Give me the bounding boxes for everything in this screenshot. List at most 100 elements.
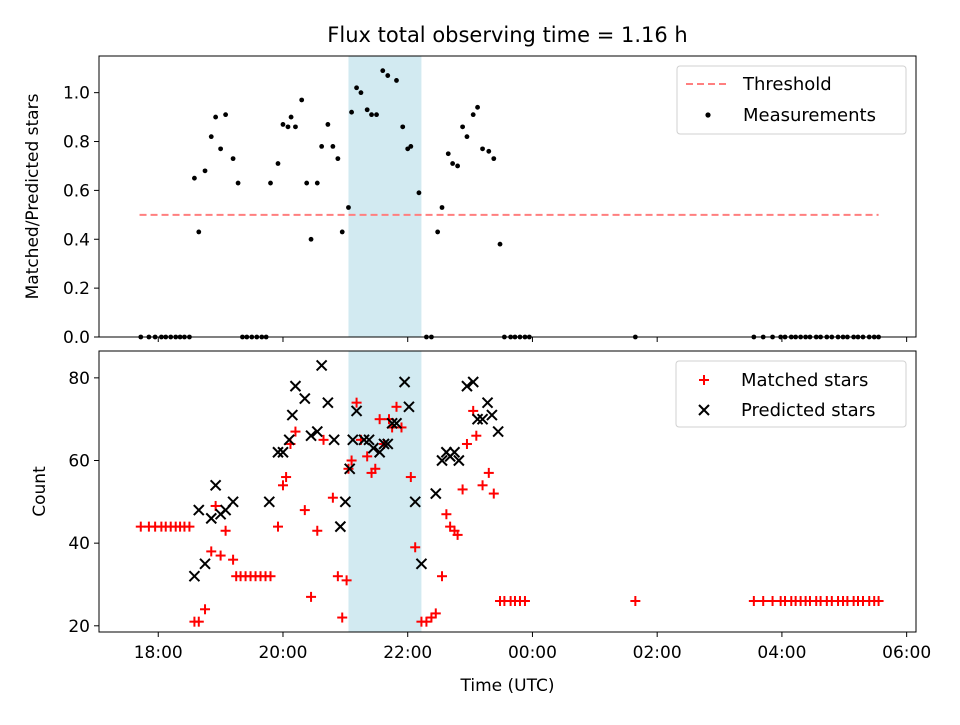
- measurement-point: [208, 134, 214, 140]
- measurement-point: [319, 144, 325, 149]
- measurement-point: [394, 78, 399, 83]
- measurement-point: [354, 85, 359, 91]
- x-marker-b: [350, 405, 363, 417]
- measurement-point: [380, 68, 386, 74]
- measurement-point: [369, 112, 374, 118]
- x-marker-b: [277, 446, 289, 458]
- x-marker-b: [227, 496, 239, 508]
- predicted-star-point: [448, 446, 461, 458]
- matched-star-point: [748, 596, 759, 607]
- x-marker-b: [311, 425, 323, 438]
- x-marker-b: [193, 504, 205, 516]
- matched-star-point: [430, 608, 441, 619]
- matched-star-point: [452, 529, 463, 540]
- predicted-star-point: [334, 520, 347, 533]
- x-tick-label: 18:00: [134, 643, 183, 663]
- predicted-star-point: [283, 434, 295, 446]
- x-marker-b: [453, 454, 465, 467]
- predicted-star-point: [344, 463, 356, 475]
- predicted-star-point: [481, 396, 494, 409]
- measurement-point: [400, 124, 406, 130]
- bottom-y-ticks: 20 40 60 80: [68, 369, 99, 637]
- bottom-axes-frame: [98, 350, 917, 633]
- x-tick-label: 02:00: [633, 643, 682, 663]
- matched-star-point: [277, 480, 288, 491]
- matched-star-point: [441, 509, 452, 520]
- x-marker-b: [386, 417, 398, 430]
- x-marker-b: [286, 409, 299, 421]
- predicted-star-point: [205, 512, 217, 525]
- predicted-star-point: [311, 425, 323, 438]
- predicted-star-point: [453, 454, 465, 467]
- bottom-y-axis-label: Count: [30, 466, 50, 517]
- x-marker-b: [263, 496, 275, 508]
- x-marker-b: [415, 558, 428, 570]
- x-marker-b: [199, 558, 211, 570]
- matched-star-point: [461, 438, 472, 449]
- x-marker-b: [188, 570, 201, 582]
- top-axes-frame: [98, 55, 917, 338]
- matched-star-point: [281, 472, 292, 483]
- predicted-star-point: [398, 376, 411, 388]
- matched-legend-swatch: [699, 375, 709, 385]
- bottom-y-tick-label: 40: [68, 534, 90, 554]
- measurement-point: [364, 107, 370, 113]
- measurement-point: [385, 73, 391, 78]
- predicted-legend-swatch: [698, 404, 710, 416]
- top-y-tick-label: 0.8: [63, 133, 90, 153]
- x-marker-b: [698, 404, 710, 416]
- top-y-tick-label: 0.4: [63, 230, 90, 250]
- measurement-point: [450, 161, 456, 166]
- matched-star-point: [341, 575, 352, 586]
- matched-star-point: [471, 430, 482, 441]
- x-marker-b: [409, 496, 421, 508]
- predicted-star-point: [378, 438, 390, 450]
- measurement-point: [280, 122, 286, 127]
- measurement-point: [299, 97, 305, 103]
- predicted-star-point: [461, 380, 473, 392]
- measurement-point: [268, 180, 273, 186]
- predicted-star-point: [467, 376, 479, 388]
- predicted-star-point: [486, 409, 498, 421]
- x-marker-b: [492, 425, 504, 438]
- predicted-star-point: [367, 442, 380, 454]
- predicted-star-point: [471, 413, 484, 425]
- measurement-point: [335, 156, 341, 162]
- matched-star-point: [457, 484, 468, 495]
- top-y-axis-label: Matched/Predicted stars: [23, 93, 43, 299]
- bottom-y-tick-label: 60: [68, 452, 90, 472]
- measurement-point: [358, 90, 364, 96]
- x-marker-b: [322, 396, 334, 409]
- x-marker-b: [315, 359, 328, 372]
- matched-star-point: [220, 525, 231, 536]
- predicted-star-point: [430, 487, 442, 500]
- measurements-legend-swatch: [705, 112, 711, 118]
- matched-star-point: [327, 492, 338, 503]
- bottom-series-layer: [135, 359, 884, 627]
- x-marker-b: [467, 376, 479, 388]
- x-marker-b: [403, 401, 415, 413]
- top-legend-frame: [676, 65, 907, 135]
- matched-star-point: [630, 596, 641, 607]
- predicted-star-point: [382, 438, 394, 450]
- measurement-point: [408, 144, 414, 149]
- x-marker-b: [390, 417, 403, 430]
- x-marker-b: [471, 413, 484, 425]
- measurement-point: [439, 205, 445, 210]
- matched-star-point: [370, 463, 381, 474]
- x-marker-b: [382, 438, 394, 450]
- x-marker-b: [283, 434, 295, 446]
- x-marker-b: [299, 392, 311, 405]
- measurement-point: [325, 122, 331, 127]
- bottom-panel: 20 40 60 80 18:00 20:00 22:00 00:00 02:00 04:00 0…: [30, 350, 931, 696]
- predicted-star-point: [322, 396, 334, 409]
- predicted-star-point: [415, 558, 428, 570]
- x-marker-b: [398, 376, 411, 388]
- x-marker-b: [481, 396, 494, 409]
- measurement-point: [475, 104, 480, 110]
- x-marker-b: [339, 496, 352, 508]
- top-x-ticks: [157, 337, 908, 342]
- matched-legend-label: Matched stars: [741, 370, 868, 391]
